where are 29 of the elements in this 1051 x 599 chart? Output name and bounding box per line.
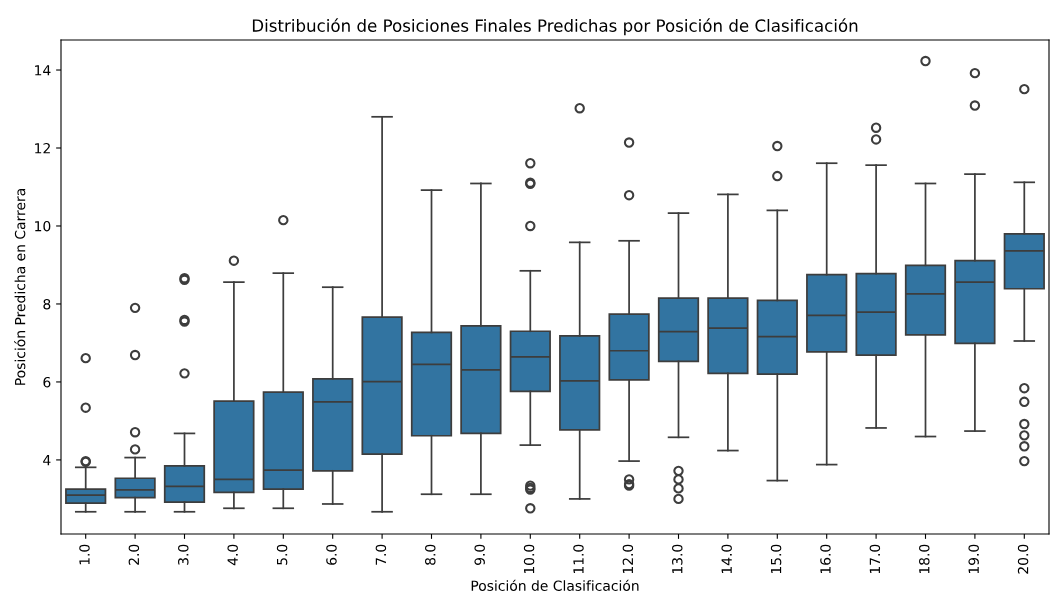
x-tick-label: 4.0 (227, 544, 238, 566)
x-tick-label: 6.0 (326, 544, 337, 565)
y-tick-label: 8 (43, 298, 51, 310)
x-tick-label: 15.0 (770, 544, 782, 574)
x-tick-label: 1.0 (79, 544, 90, 565)
x-axis-title: Posición de Clasificación (471, 579, 639, 591)
y-tick-label: 6 (43, 376, 51, 388)
y-tick-label: 10 (35, 220, 51, 232)
y-tick-label: 12 (35, 142, 50, 154)
x-tick-label: 10.0 (523, 544, 535, 574)
x-tick-label: 12.0 (622, 544, 634, 574)
x-tick-label: 13.0 (672, 544, 683, 574)
x-tick-label: 5.0 (276, 544, 288, 565)
x-tick-label: 14.0 (721, 544, 732, 574)
x-tick-label: 8.0 (425, 544, 436, 565)
x-tick-label: 9.0 (474, 544, 485, 565)
x-tick-label: 17.0 (869, 544, 881, 574)
x-tick-label: 2.0 (128, 544, 140, 565)
x-tick-label: 11.0 (573, 544, 584, 574)
x-tick-label: 20.0 (1017, 544, 1029, 574)
y-axis-title: Posición Predicha en Carrera (14, 189, 26, 385)
x-tick-label: 16.0 (820, 544, 831, 574)
x-tick-label: 3.0 (178, 544, 189, 565)
x-tick-label: 19.0 (968, 544, 979, 574)
y-tick-label: 4 (43, 455, 51, 466)
chart-title: Distribución de Posiciones Finales Predichas por Posición de Clasificación (252, 18, 858, 36)
x-tick-label: 18.0 (919, 544, 930, 574)
y-tick-label: 14 (35, 65, 51, 76)
x-tick-label: 7.0 (375, 544, 387, 565)
